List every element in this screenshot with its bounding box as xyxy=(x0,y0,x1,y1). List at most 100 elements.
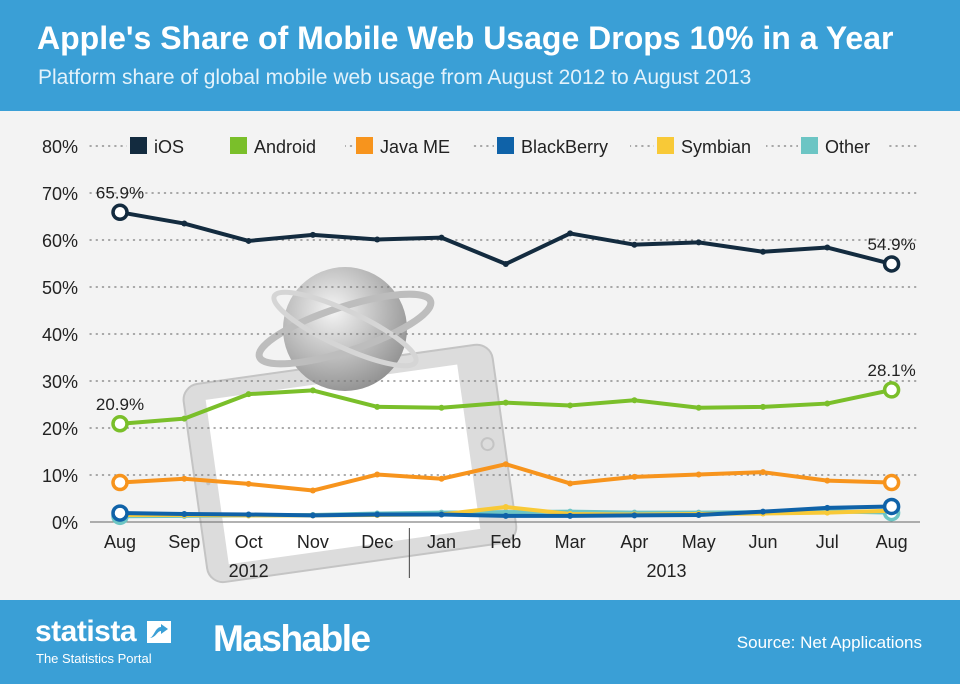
data-point-android xyxy=(882,381,901,399)
data-point-android xyxy=(760,403,766,410)
data-point-ios xyxy=(111,203,129,222)
data-point-ios xyxy=(567,230,574,237)
data-point-blackberry xyxy=(245,511,252,518)
legend-label-java-me: Java ME xyxy=(380,137,450,157)
data-label: 20.9% xyxy=(96,395,144,414)
data-point-blackberry xyxy=(111,504,129,522)
data-point-android xyxy=(567,402,574,409)
data-point-ios xyxy=(824,244,831,251)
source-note: Source: Net Applications xyxy=(736,633,922,652)
x-tick-label: Nov xyxy=(297,532,329,552)
data-point-java-me xyxy=(245,480,252,487)
statista-tagline: The Statistics Portal xyxy=(36,651,152,666)
data-point-blackberry xyxy=(760,508,766,515)
data-point-java-me xyxy=(374,471,381,478)
data-point-android xyxy=(695,404,702,411)
data-point-java-me xyxy=(695,471,702,478)
line-chart: 0% 10% 20% 30% 40% 50% 60% 70% 80% Aug Sep Oct Nov De… xyxy=(42,133,921,584)
data-point-java-me xyxy=(882,473,901,492)
y-tick-label: 0% xyxy=(52,513,78,533)
data-point-blackberry xyxy=(181,511,188,518)
x-tick-label: Jun xyxy=(748,532,777,552)
data-point-ios xyxy=(181,220,188,227)
data-point-android xyxy=(374,403,381,410)
chart-footer: statista The Statistics Portal Mashable … xyxy=(0,600,960,684)
data-point-java-me xyxy=(309,487,316,494)
data-label: 54.9% xyxy=(867,235,915,254)
data-point-blackberry xyxy=(374,511,381,518)
data-point-java-me xyxy=(438,475,445,482)
x-tick-label: Mar xyxy=(555,532,586,552)
x-tick-label: Dec xyxy=(361,532,393,552)
data-point-ios xyxy=(438,234,445,241)
legend-swatch-ios xyxy=(130,137,147,154)
data-point-blackberry xyxy=(631,512,638,519)
data-point-blackberry xyxy=(567,512,574,519)
data-point-ios xyxy=(882,255,901,273)
data-point-ios xyxy=(245,237,252,244)
statista-wave-icon xyxy=(147,621,171,643)
x-tick-label: Aug xyxy=(104,532,136,552)
chart-area: 0% 10% 20% 30% 40% 50% 60% 70% 80% Aug Sep Oct Nov De… xyxy=(0,111,960,600)
y-tick-label: 50% xyxy=(42,278,78,298)
legend-bg xyxy=(494,133,630,159)
legend-swatch-android xyxy=(230,137,247,154)
data-point-java-me xyxy=(824,477,831,484)
data-point-blackberry xyxy=(824,504,831,511)
data-point-android xyxy=(631,397,638,404)
data-point-ios xyxy=(695,239,702,246)
statista-wordmark: statista xyxy=(35,615,137,648)
tablet-globe-illustration xyxy=(182,267,518,584)
y-tick-label: 10% xyxy=(42,466,78,486)
data-point-ios xyxy=(374,236,381,243)
data-point-ios xyxy=(631,241,638,248)
chart-header: Apple's Share of Mobile Web Usage Drops … xyxy=(0,0,960,111)
data-point-ios xyxy=(760,248,766,255)
data-point-ios xyxy=(502,260,509,267)
y-tick-label: 80% xyxy=(42,137,78,157)
data-point-symbian xyxy=(502,503,509,510)
data-point-blackberry xyxy=(438,511,445,518)
data-point-android xyxy=(309,387,316,394)
data-point-android xyxy=(824,400,831,407)
data-point-symbian xyxy=(824,509,831,516)
statista-logo[interactable]: statista The Statistics Portal xyxy=(35,615,185,671)
legend-label-other: Other xyxy=(825,137,870,157)
legend-swatch-java-me xyxy=(356,137,373,154)
data-point-java-me xyxy=(502,461,509,468)
legend-swatch-other xyxy=(801,137,818,154)
data-point-ios xyxy=(309,231,316,238)
data-point-blackberry xyxy=(502,512,509,519)
x-tick-label: Feb xyxy=(490,532,521,552)
data-label: 65.9% xyxy=(96,183,144,202)
data-point-blackberry xyxy=(882,497,901,516)
chart-title: Apple's Share of Mobile Web Usage Drops … xyxy=(37,20,894,56)
data-point-java-me xyxy=(567,480,574,487)
x-tick-label: Jan xyxy=(427,532,456,552)
data-point-java-me xyxy=(111,473,129,492)
data-point-blackberry xyxy=(695,511,702,518)
y-tick-label: 70% xyxy=(42,184,78,204)
data-point-java-me xyxy=(181,475,188,482)
mashable-logo[interactable]: Mashable xyxy=(213,618,371,659)
data-label: 28.1% xyxy=(867,361,915,380)
x-tick-label: Apr xyxy=(620,532,648,552)
data-point-android xyxy=(111,415,129,433)
y-tick-label: 30% xyxy=(42,372,78,392)
legend-label-symbian: Symbian xyxy=(681,137,751,157)
data-point-java-me xyxy=(631,473,638,480)
data-point-android xyxy=(502,399,509,406)
x-year-label: 2013 xyxy=(647,561,687,581)
x-tick-label: Sep xyxy=(168,532,200,552)
data-point-java-me xyxy=(760,469,766,476)
data-point-android xyxy=(438,404,445,411)
legend-label-android: Android xyxy=(254,137,316,157)
series-line-ios xyxy=(118,210,894,266)
x-tick-label: May xyxy=(682,532,716,552)
chart-subtitle: Platform share of global mobile web usag… xyxy=(38,66,752,89)
legend-label-ios: iOS xyxy=(154,137,184,157)
data-point-blackberry xyxy=(309,512,316,519)
y-tick-label: 60% xyxy=(42,231,78,251)
legend-swatch-blackberry xyxy=(497,137,514,154)
x-tick-label: Oct xyxy=(235,532,263,552)
